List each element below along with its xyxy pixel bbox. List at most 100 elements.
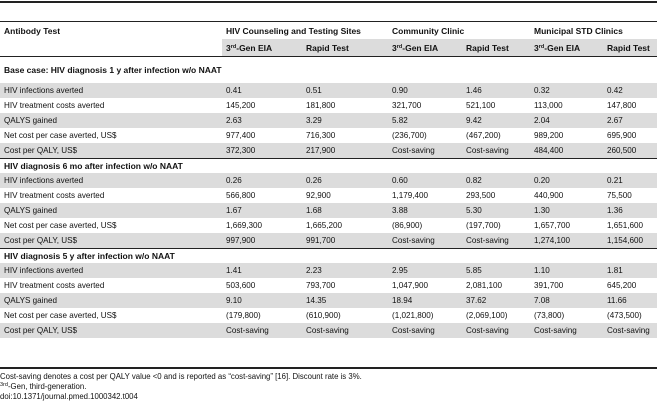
cell-value: 0.26	[222, 173, 302, 188]
subheader-gen-eia-2: 3rd-Gen EIA	[388, 39, 463, 57]
cell-value: 113,000	[534, 100, 563, 110]
group-header-community-clinic: Community Clinic	[388, 21, 531, 39]
cell-value: 181,800	[306, 100, 336, 110]
cell-value: (1,021,800)	[392, 310, 434, 320]
footnote-gen: 3rd-Gen, third-generation.	[0, 382, 87, 391]
table-row: HIV infections averted 0.41 0.51 0.90 1.46 0.…	[0, 83, 657, 98]
cell-value: (473,500)	[607, 310, 642, 320]
table-row: HIV treatment costs averted 566,800 92,900…	[0, 188, 657, 203]
cell-value: 2.04	[530, 113, 604, 128]
antibody-test-header: Antibody Test	[0, 21, 222, 39]
row-label: HIV treatment costs averted	[4, 190, 105, 200]
group-header-row: Antibody Test HIV Counseling and Testing…	[0, 21, 657, 39]
cell-value: Cost-saving	[462, 323, 531, 338]
cell-value: Cost-saving	[302, 323, 389, 338]
cell-value: 1.10	[530, 263, 604, 278]
cell-value: 1.68	[302, 203, 389, 218]
footnote-cost-saving: Cost-saving denotes a cost per QALY valu…	[0, 372, 362, 381]
cell-value: 5.85	[462, 263, 531, 278]
cell-value: 989,200	[534, 130, 564, 140]
cell-value: 2.67	[603, 113, 657, 128]
row-label: HIV treatment costs averted	[4, 280, 105, 290]
cell-value: 2.95	[388, 263, 463, 278]
cell-value: 1.41	[222, 263, 302, 278]
cell-value: 1,274,100	[530, 233, 604, 249]
footnote-gen-sup: 3rd	[0, 382, 8, 388]
row-label: Net cost per case averted, US$	[4, 130, 117, 140]
table-row: QALYS gained 1.67 1.68 3.88 5.30 1.30 1.36	[0, 203, 657, 218]
results-table: Antibody Test HIV Counseling and Testing…	[0, 21, 657, 338]
table-footnotes: Cost-saving denotes a cost per QALY valu…	[0, 372, 657, 402]
subheader-rapid-1: Rapid Test	[302, 39, 389, 57]
cell-value: 217,900	[302, 143, 389, 159]
table-row: QALYS gained 2.63 3.29 5.82 9.42 2.04 2.67	[0, 113, 657, 128]
cell-value: 0.21	[603, 173, 657, 188]
cell-value: 484,400	[530, 143, 604, 159]
cell-value: 0.82	[462, 173, 531, 188]
cell-value: Cost-saving	[388, 143, 463, 159]
cell-value: 0.32	[530, 83, 604, 98]
cell-value: 1,047,900	[392, 280, 429, 290]
cell-value: (236,700)	[392, 130, 427, 140]
table-row: Net cost per case averted, US$ 977,400 716…	[0, 128, 657, 143]
cell-value: 645,200	[607, 280, 637, 290]
row-label: Cost per QALY, US$	[0, 143, 222, 159]
cell-value: 440,900	[534, 190, 564, 200]
row-label: HIV treatment costs averted	[4, 100, 105, 110]
cell-value: 9.42	[462, 113, 531, 128]
cell-value: 5.30	[462, 203, 531, 218]
cell-value: 991,700	[302, 233, 389, 249]
cell-value: 0.42	[603, 83, 657, 98]
section-title: HIV diagnosis 5 y after infection w/o NA…	[0, 248, 657, 263]
row-label: Net cost per case averted, US$	[4, 310, 117, 320]
cell-value: Cost-saving	[603, 323, 657, 338]
cell-value: 372,300	[222, 143, 302, 159]
cell-value: 260,500	[603, 143, 657, 159]
group-header-hiv-ct-sites: HIV Counseling and Testing Sites	[222, 21, 389, 39]
cell-value: 11.66	[603, 293, 657, 308]
row-label: Cost per QALY, US$	[0, 233, 222, 249]
cell-value: Cost-saving	[462, 233, 531, 249]
cell-value: Cost-saving	[388, 323, 463, 338]
cell-value: 0.26	[302, 173, 389, 188]
subheader-empty	[0, 39, 222, 57]
footnote-doi: doi:10.1371/journal.pmed.1000342.t004	[0, 392, 138, 401]
section-header-spacer	[302, 56, 389, 83]
subheader-gen-eia-1: 3rd-Gen EIA	[222, 39, 302, 57]
cell-value: 1,651,600	[607, 220, 644, 230]
section-header-spacer	[603, 56, 657, 83]
cell-value: 1.46	[462, 83, 531, 98]
cell-value: 0.60	[388, 173, 463, 188]
cell-value: 2.23	[302, 263, 389, 278]
table-row: HIV treatment costs averted 503,600 793,70…	[0, 278, 657, 293]
cell-value: (179,800)	[226, 310, 261, 320]
cell-value: 1.36	[603, 203, 657, 218]
cell-value: 0.20	[530, 173, 604, 188]
cell-value: 1.81	[603, 263, 657, 278]
cell-value: (197,700)	[466, 220, 501, 230]
cell-value: 0.41	[222, 83, 302, 98]
cell-value: 716,300	[306, 130, 336, 140]
cell-value: 521,100	[466, 100, 496, 110]
group-header-municipal-std: Municipal STD Clinics	[530, 21, 657, 39]
section-header-row: Base case: HIV diagnosis 1 y after infec…	[0, 56, 657, 83]
cell-value: 1,154,600	[603, 233, 657, 249]
cell-value: 503,600	[226, 280, 256, 290]
row-label: HIV infections averted	[0, 263, 222, 278]
cell-value: 1,669,300	[226, 220, 263, 230]
cell-value: 92,900	[306, 190, 331, 200]
cell-value: 75,500	[607, 190, 632, 200]
cell-value: 293,500	[466, 190, 496, 200]
row-label: QALYS gained	[0, 293, 222, 308]
section-header-spacer	[530, 56, 604, 83]
row-label: Net cost per case averted, US$	[4, 220, 117, 230]
cell-value: 695,900	[607, 130, 637, 140]
cell-value: 793,700	[306, 280, 336, 290]
cell-value: 997,900	[222, 233, 302, 249]
cell-value: 18.94	[388, 293, 463, 308]
cell-value: 391,700	[534, 280, 564, 290]
cell-value: 9.10	[222, 293, 302, 308]
cell-value: 977,400	[226, 130, 256, 140]
cell-value: (73,800)	[534, 310, 565, 320]
cell-value: 5.82	[388, 113, 463, 128]
